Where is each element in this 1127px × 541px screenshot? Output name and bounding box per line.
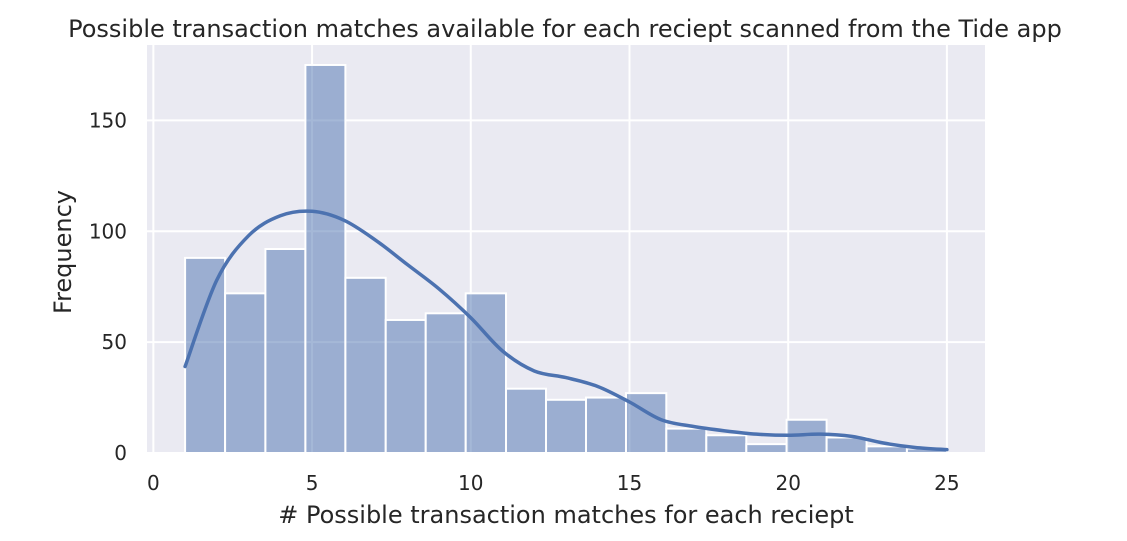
histogram-bar <box>344 276 387 454</box>
x-tick-labels: 0 5 10 15 20 25 <box>147 471 960 495</box>
histogram-bar <box>825 436 868 455</box>
x-tick-label: 25 <box>934 471 959 495</box>
histogram-bar <box>745 443 788 454</box>
histogram-bar <box>304 63 347 455</box>
x-tick-label: 10 <box>458 471 483 495</box>
histogram-bar <box>224 292 267 455</box>
kde-curve <box>183 209 949 452</box>
x-tick-label: 5 <box>306 471 319 495</box>
histogram-bar <box>264 248 307 454</box>
histogram-bar <box>584 396 627 454</box>
y-tick-labels: 0 50 100 150 <box>89 108 127 465</box>
x-tick-label: 15 <box>617 471 642 495</box>
histogram-bar <box>705 434 748 454</box>
histogram-bar <box>184 256 227 454</box>
histogram-bar <box>384 318 427 454</box>
y-tick-label: 50 <box>102 330 127 354</box>
x-axis-label: # Possible transaction matches for each … <box>278 501 854 529</box>
histogram-bar <box>505 387 548 454</box>
y-tick-label: 0 <box>114 441 127 465</box>
y-tick-label: 100 <box>89 219 127 243</box>
histogram-bar <box>665 427 708 455</box>
chart-title: Possible transaction matches available f… <box>68 15 1062 43</box>
histogram-bar <box>545 398 587 455</box>
y-axis-label: Frequency <box>49 190 77 314</box>
histogram-bar <box>424 312 467 454</box>
x-tick-label: 20 <box>775 471 800 495</box>
y-tick-label: 150 <box>89 108 127 132</box>
x-tick-label: 0 <box>147 471 160 495</box>
